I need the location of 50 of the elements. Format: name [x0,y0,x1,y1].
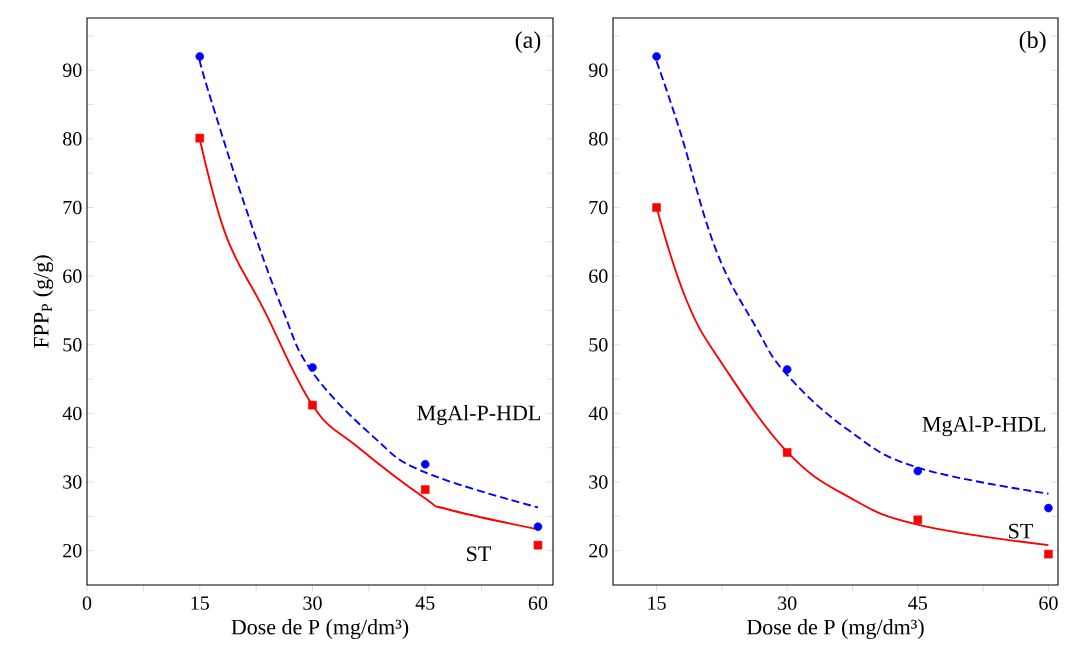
y-tick-label: 50 [589,338,608,352]
point [913,515,923,525]
x-tick-label: 45 [415,596,435,610]
point [420,485,430,494]
x-tick-label: 60 [528,596,548,610]
point [533,522,543,531]
y-tick-label: 80 [589,132,608,146]
x-axis-title: Dose de P (mg/dm³) [231,619,409,640]
x-tick-label: 15 [191,596,209,610]
x-axis-title: Dose de P (mg/dm³) [746,619,924,640]
y-tick-label: 40 [588,406,608,421]
point [782,365,792,374]
point [652,52,661,61]
y-tick-label: 40 [62,406,82,421]
series-label: ST [467,546,491,562]
y-tick-label: 20 [63,543,82,558]
x-tick-label: 60 [1039,596,1058,610]
y-tick-label: 90 [588,63,608,77]
x-tick-label: 0 [82,596,92,610]
point [782,448,792,457]
x-tick-label: 15 [648,596,666,610]
point [1044,503,1053,513]
point [308,400,317,410]
series-label: MgAl-P-HDL [922,416,1046,437]
y-tick-label: 30 [589,475,608,489]
series-label: MgAl-P-HDL [417,404,540,425]
point [308,363,317,372]
point [533,540,543,550]
point [1044,549,1053,559]
point [195,52,205,61]
y-tick-label: 60 [589,269,608,283]
x-tick-label: 30 [303,596,322,610]
series-label: ST [1009,523,1033,539]
y-tick-label: 70 [63,200,82,215]
y-tick-label: 20 [589,543,608,558]
y-tick-label: 70 [589,200,608,215]
y-tick-label: 60 [63,269,82,283]
text: (b) [1019,31,1046,53]
y-tick-label: 50 [63,338,82,352]
y-tick-label: 30 [63,475,82,489]
text: (a) [515,31,541,53]
x-tick-label: 30 [778,596,797,610]
point [652,203,661,212]
point [195,133,205,143]
y-axis-title: FPP$_{P}$ (g/g) [33,255,54,348]
x-tick-label: 45 [908,596,928,610]
point [420,459,430,469]
point [913,466,923,476]
y-tick-label: 90 [62,63,82,77]
y-tick-label: 80 [63,132,82,146]
